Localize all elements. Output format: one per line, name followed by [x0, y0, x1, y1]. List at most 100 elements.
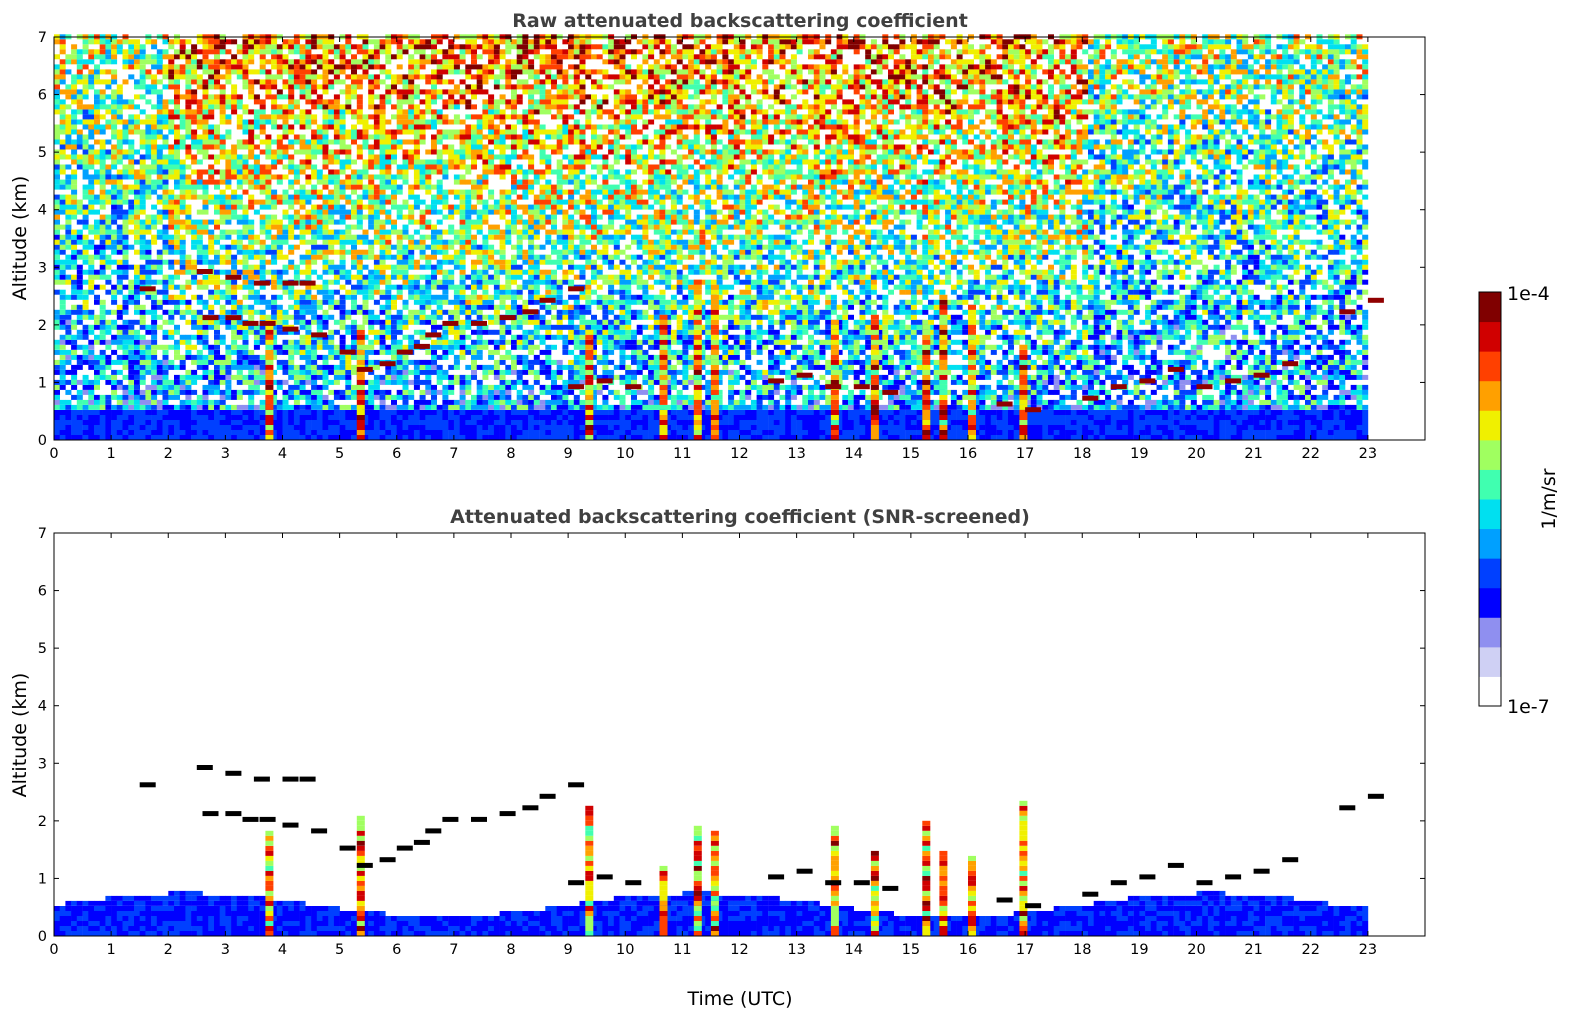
heatmap-cell	[99, 369, 106, 375]
heatmap-cell	[436, 74, 443, 80]
heatmap-cell	[111, 299, 118, 305]
heatmap-cell	[242, 229, 249, 235]
heatmap-cell	[99, 264, 106, 270]
heatmap-cell	[413, 404, 420, 410]
heatmap-cell	[168, 224, 175, 230]
heatmap-cell	[174, 379, 180, 385]
heatmap-cell	[396, 379, 403, 385]
heatmap-cell	[293, 314, 300, 320]
heatmap-cell	[316, 84, 323, 90]
heatmap-cell	[385, 194, 392, 200]
heatmap-cell	[219, 279, 226, 285]
heatmap-cell	[156, 64, 163, 70]
heatmap-cell	[442, 114, 449, 120]
heatmap-cell	[362, 204, 369, 210]
heatmap-cell	[448, 229, 455, 235]
heatmap-cell	[345, 134, 352, 140]
heatmap-cell	[139, 389, 146, 395]
heatmap-cell	[156, 234, 163, 240]
heatmap-cell	[391, 74, 397, 80]
heatmap-cell	[99, 154, 106, 160]
heatmap-cell	[259, 214, 266, 220]
heatmap-cell	[276, 134, 283, 140]
heatmap-cell	[59, 435, 66, 440]
heatmap-cell	[59, 344, 66, 350]
heatmap-cell	[191, 239, 198, 245]
heatmap-cell	[333, 79, 340, 85]
heatmap-cell	[65, 324, 72, 330]
heatmap-cell	[373, 384, 380, 390]
heatmap-cell	[482, 430, 489, 435]
heatmap-cell	[122, 404, 129, 410]
heatmap-cell	[339, 159, 346, 165]
heatmap-cell	[196, 184, 203, 190]
heatmap-cell	[482, 415, 489, 420]
heatmap-cell	[293, 379, 300, 385]
heatmap-cell	[105, 54, 112, 60]
heatmap-cell	[156, 129, 163, 135]
heatmap-cell	[122, 324, 129, 330]
heatmap-cell	[288, 214, 295, 220]
heatmap-cell	[265, 44, 272, 50]
heatmap-cell	[225, 174, 232, 180]
heatmap-cell	[499, 139, 506, 145]
heatmap-cell	[111, 415, 118, 420]
heatmap-cell	[111, 209, 118, 215]
heatmap-cell	[419, 54, 426, 60]
heatmap-cell	[368, 349, 375, 355]
heatmap-cell	[391, 134, 397, 140]
heatmap-cell	[82, 384, 89, 390]
heatmap-cell	[339, 104, 346, 110]
heatmap-cell	[425, 149, 432, 155]
heatmap-cell	[351, 284, 357, 290]
heatmap-cell	[408, 394, 415, 400]
heatmap-cell	[191, 279, 198, 285]
heatmap-cell	[253, 264, 260, 270]
heatmap-cell	[174, 349, 180, 355]
heatmap-cell	[328, 149, 335, 155]
heatmap-cell	[379, 204, 386, 210]
heatmap-cell	[459, 304, 466, 310]
heatmap-cell	[299, 69, 306, 75]
heatmap-cell	[442, 339, 449, 345]
heatmap-cell	[476, 149, 483, 155]
heatmap-cell	[65, 209, 72, 215]
heatmap-cell	[248, 304, 255, 310]
heatmap-cell	[333, 289, 340, 295]
heatmap-cell	[179, 399, 186, 405]
heatmap-cell	[391, 264, 397, 270]
heatmap-cell	[368, 114, 375, 120]
heatmap-cell	[402, 79, 409, 85]
heatmap-cell	[305, 144, 312, 150]
heatmap-cell	[99, 269, 106, 275]
heatmap-cell	[431, 89, 437, 95]
heatmap-cell	[185, 174, 192, 180]
heatmap-cell	[436, 139, 443, 145]
heatmap-cell	[413, 425, 420, 430]
heatmap-cell	[322, 184, 329, 190]
heatmap-cell	[436, 284, 443, 290]
heatmap-cell	[396, 264, 403, 270]
heatmap-cell	[499, 149, 506, 155]
heatmap-cell	[253, 379, 260, 385]
heatmap-cell	[134, 379, 140, 385]
heatmap-cell	[59, 249, 66, 255]
heatmap-cell	[71, 319, 78, 325]
heatmap-cell	[248, 435, 255, 440]
heatmap-cell	[356, 59, 363, 65]
heatmap-cell	[214, 194, 220, 200]
heatmap-cell	[328, 279, 335, 285]
heatmap-cell	[476, 425, 483, 430]
heatmap-cell	[368, 134, 375, 140]
heatmap-cell	[448, 384, 455, 390]
heatmap-cell	[54, 39, 60, 45]
heatmap-cell	[191, 264, 198, 270]
heatmap-cell	[276, 294, 283, 300]
heatmap-cell	[368, 324, 375, 330]
heatmap-cell	[88, 129, 95, 135]
heatmap-cell	[59, 59, 66, 65]
heatmap-cell	[476, 84, 483, 90]
heatmap-cell	[345, 174, 352, 180]
heatmap-cell	[425, 159, 432, 165]
heatmap-cell	[333, 49, 340, 55]
